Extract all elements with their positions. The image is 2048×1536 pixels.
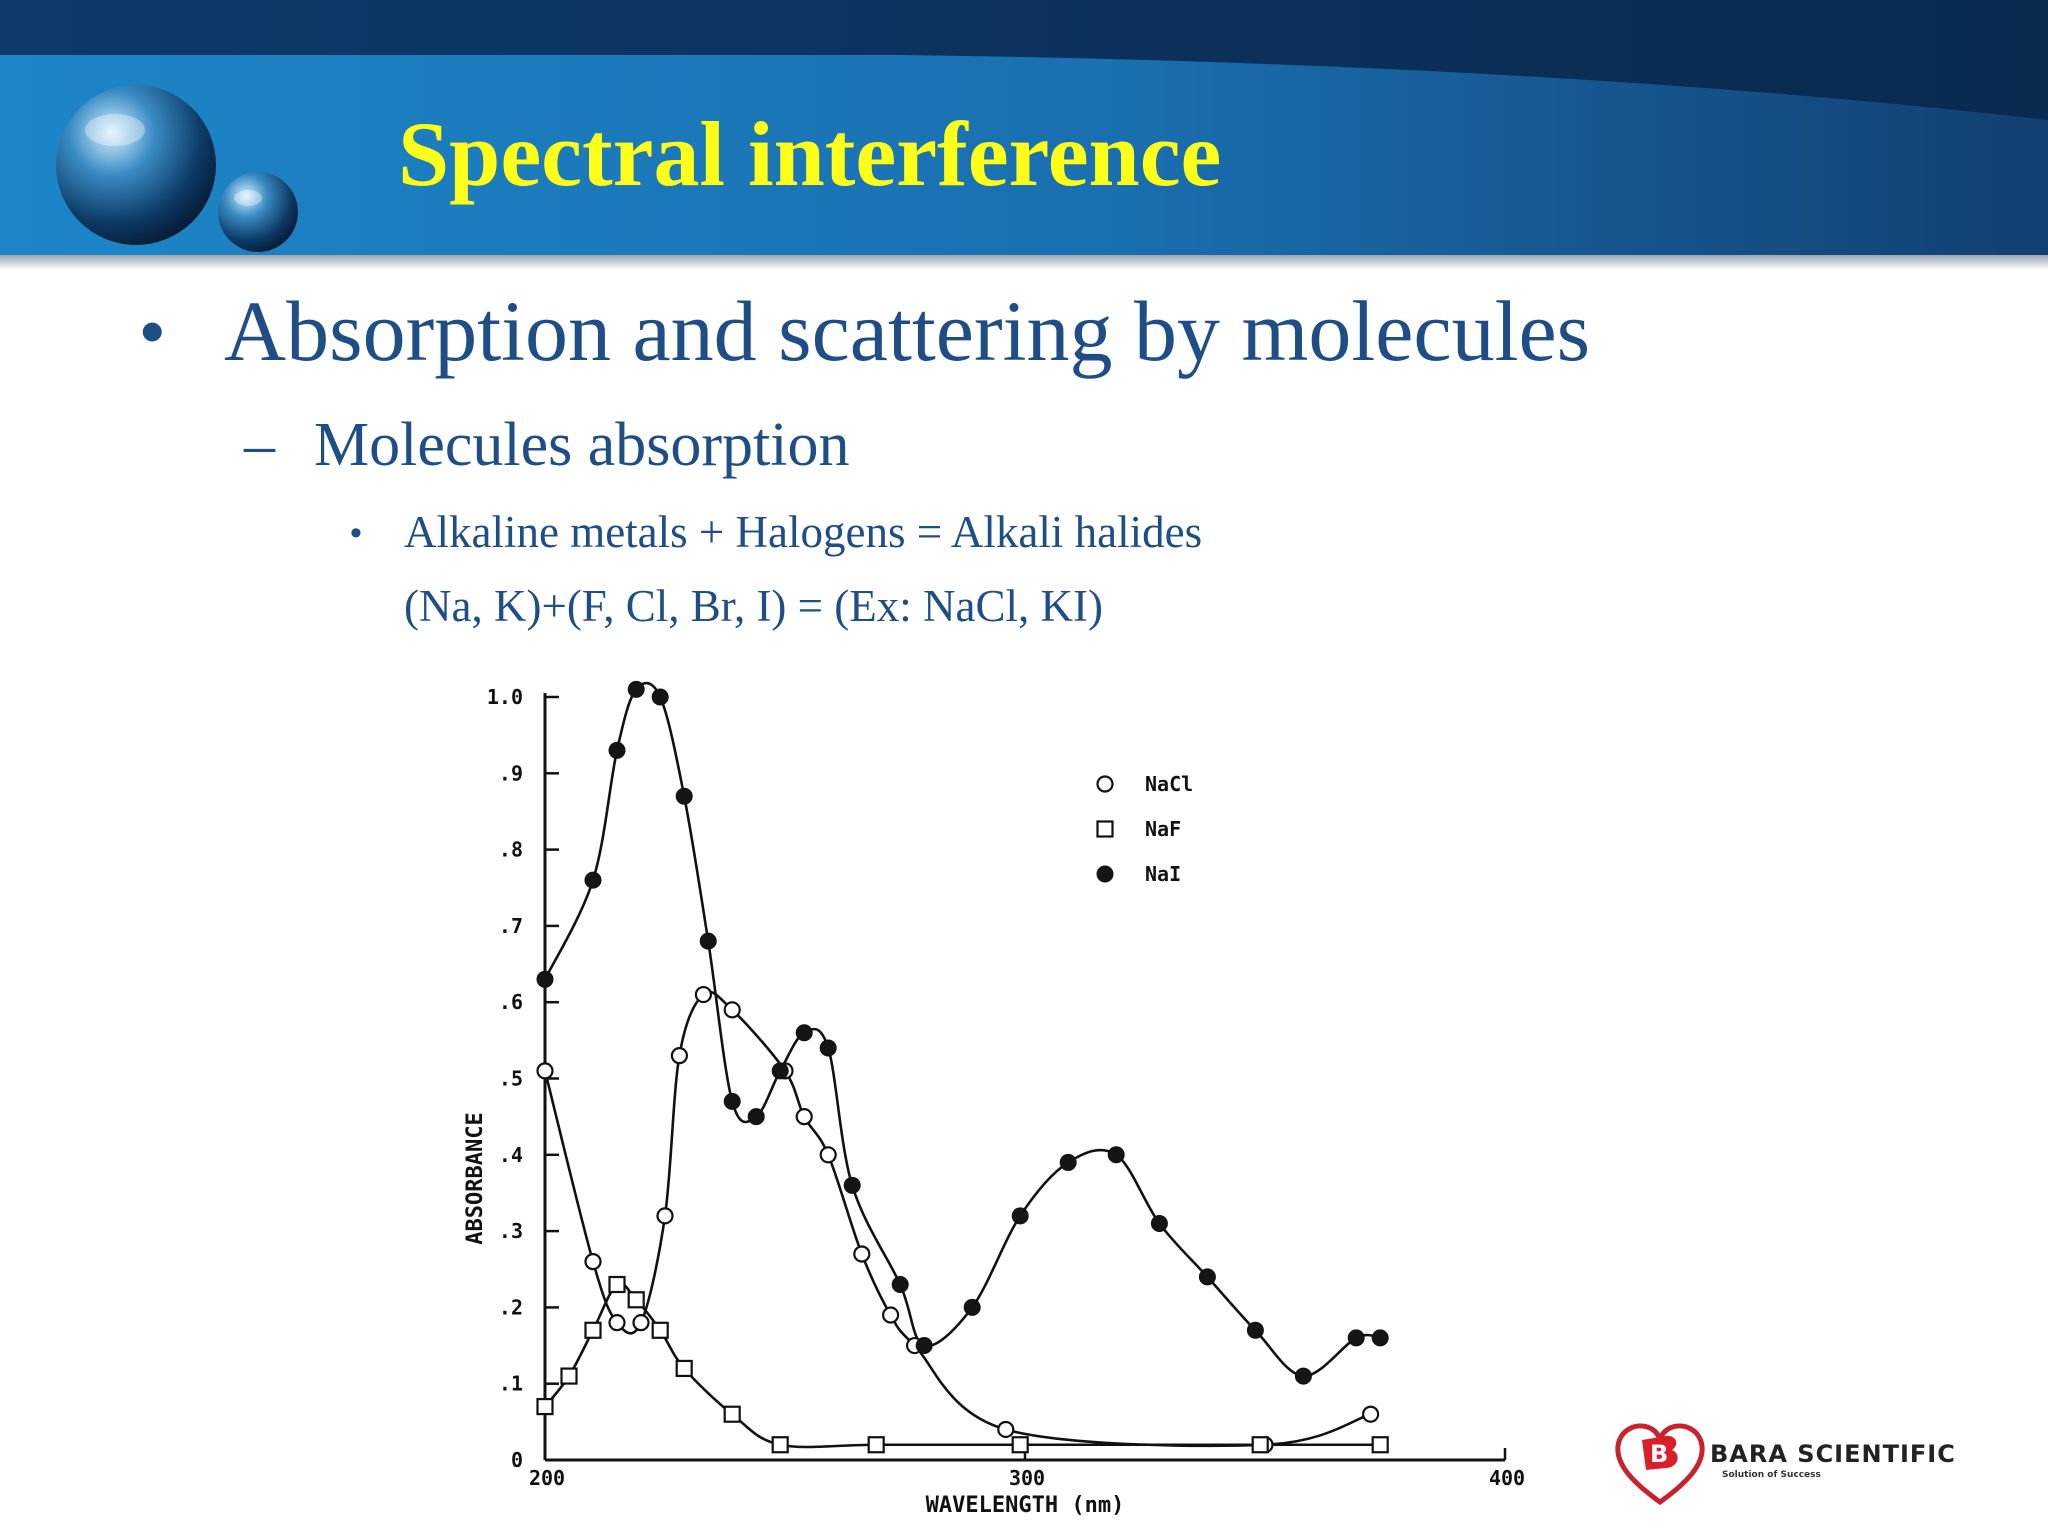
y-tick-label: 0 [511, 1448, 523, 1472]
data-point-naf [1371, 1436, 1389, 1454]
data-point-nai [819, 1039, 837, 1057]
data-point-nai [1198, 1268, 1216, 1286]
data-point-nai [1294, 1367, 1312, 1385]
x-axis-label: WAVELENGTH (nm) [926, 1493, 1125, 1518]
data-point-nacl [819, 1146, 837, 1164]
x-tick-label: 300 [1009, 1466, 1045, 1490]
y-tick-label: .7 [499, 914, 523, 938]
data-point-nai [963, 1298, 981, 1316]
data-point-naf [608, 1275, 626, 1294]
data-point-nai [747, 1108, 765, 1126]
svg-text:B: B [1650, 1440, 1668, 1468]
data-point-nai [1011, 1207, 1029, 1225]
legend-marker-nai [1096, 865, 1114, 883]
data-point-naf [675, 1359, 693, 1378]
data-point-nacl [694, 985, 713, 1004]
data-point-nai [795, 1024, 813, 1042]
legend-marker-nacl [1096, 775, 1114, 793]
data-point-nai [608, 741, 626, 759]
orb-large-icon [56, 85, 216, 245]
data-point-nacl [853, 1245, 871, 1263]
bullet-level-2-text: Molecules absorption [314, 411, 850, 479]
x-tick-label: 200 [529, 1466, 565, 1490]
y-tick-label: .4 [499, 1143, 523, 1167]
bullet-level-3-continuation: (Na, K)+(F, Cl, Br, I) = (Ex: NaCl, KI) [404, 581, 1103, 631]
logo-tagline: Solution of Success [1722, 1470, 1821, 1480]
y-tick-label: .8 [499, 838, 523, 862]
bullet-level-3-text: Alkaline metals + Halogens = Alkali hali… [404, 507, 1203, 557]
data-point-naf [723, 1405, 741, 1423]
slide-title: Spectral interference [398, 103, 1222, 205]
data-point-nai [1059, 1153, 1077, 1171]
data-point-nai [843, 1176, 861, 1194]
bullet-level-1-text: Absorption and scattering by molecules [224, 283, 1591, 379]
y-tick-label: .1 [499, 1372, 523, 1396]
data-point-nai [1246, 1321, 1264, 1339]
data-point-naf [627, 1291, 645, 1309]
data-point-nacl [608, 1314, 626, 1332]
data-point-naf [867, 1436, 885, 1454]
legend-label-nacl: NaCl [1145, 772, 1193, 796]
data-point-naf [1251, 1436, 1269, 1454]
data-point-naf [771, 1436, 789, 1454]
y-tick-label: .3 [499, 1219, 523, 1243]
data-point-naf [584, 1321, 602, 1339]
y-tick-label: 1.0 [487, 685, 523, 709]
data-point-nai [699, 932, 717, 950]
data-point-nacl [632, 1314, 650, 1332]
data-point-nacl [795, 1108, 813, 1126]
logo-name: BARA SCIENTIFIC [1710, 1440, 1956, 1468]
legend-label-naf: NaF [1145, 817, 1181, 841]
data-point-nacl [536, 1062, 554, 1080]
y-tick-label: .9 [499, 761, 523, 785]
data-point-nacl [1361, 1405, 1380, 1423]
data-point-nai [723, 1092, 741, 1110]
data-point-nai [627, 680, 645, 698]
data-point-nai [1371, 1329, 1389, 1347]
data-point-nai [584, 871, 602, 889]
data-point-nacl [881, 1306, 900, 1324]
series-line-nai [543, 681, 1381, 1378]
data-point-nai [1107, 1146, 1125, 1164]
data-point-nai [915, 1337, 933, 1355]
data-point-nai [1347, 1329, 1365, 1347]
data-point-nacl [723, 1001, 741, 1019]
data-point-naf [536, 1397, 554, 1416]
x-tick-label: 400 [1489, 1466, 1525, 1490]
header-band [0, 0, 2048, 270]
data-point-naf [560, 1367, 578, 1385]
y-axis-label: ABSORBANCE [463, 1112, 488, 1244]
data-point-nai [651, 688, 669, 706]
data-point-nai [675, 787, 693, 805]
data-point-naf [651, 1321, 669, 1339]
data-point-nai [771, 1062, 789, 1080]
bullet-mark-small: • [350, 514, 362, 552]
bara-scientific-logo: B BARA SCIENTIFIC Solution of Success [1612, 1418, 1955, 1508]
orb-small-icon [218, 172, 298, 252]
y-tick-label: .6 [499, 990, 523, 1014]
data-point-nai [536, 970, 554, 988]
dash-mark: – [244, 411, 275, 479]
legend-label-nai: NaI [1145, 862, 1181, 886]
y-tick-label: .5 [499, 1067, 523, 1091]
data-point-naf [1011, 1436, 1029, 1454]
data-point-nacl [656, 1207, 674, 1225]
legend-marker-naf [1096, 820, 1114, 838]
data-point-nacl [584, 1253, 602, 1271]
series-line-naf [543, 1282, 1381, 1449]
heart-b-logo-icon: B [1615, 1423, 1705, 1506]
bullet-mark: • [140, 292, 165, 370]
data-point-nacl [670, 1047, 689, 1065]
data-point-nai [891, 1276, 909, 1294]
data-point-nacl [997, 1420, 1015, 1439]
data-point-nai [1150, 1214, 1168, 1232]
y-tick-label: .2 [499, 1295, 523, 1319]
